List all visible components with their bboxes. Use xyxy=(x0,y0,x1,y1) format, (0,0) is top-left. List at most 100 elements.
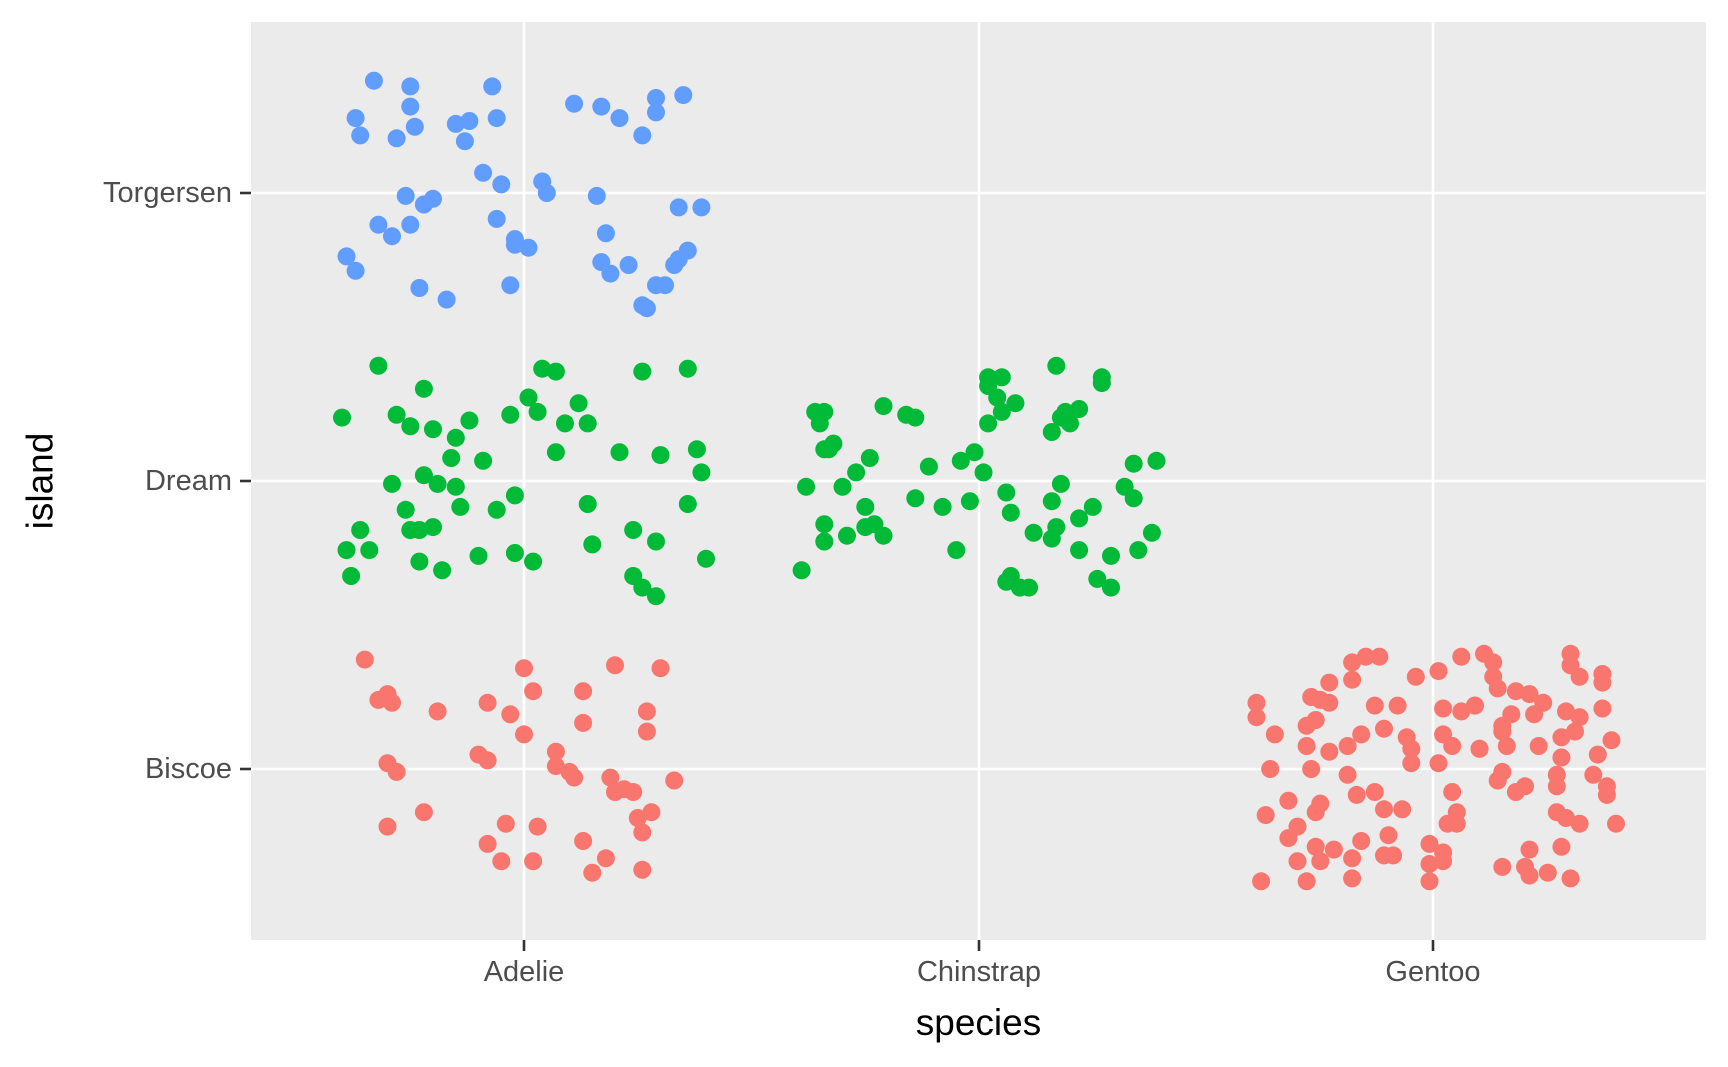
data-point xyxy=(838,526,856,545)
data-point xyxy=(933,497,952,516)
data-point xyxy=(1102,546,1120,565)
data-point xyxy=(1347,785,1366,804)
data-point xyxy=(1588,745,1607,764)
data-point xyxy=(1552,728,1571,747)
data-point xyxy=(1452,647,1471,666)
data-point xyxy=(997,483,1016,502)
data-point xyxy=(428,702,447,721)
data-point xyxy=(496,814,515,833)
data-point xyxy=(501,405,520,424)
data-point xyxy=(1384,846,1403,865)
data-point xyxy=(633,578,652,597)
data-point xyxy=(528,402,547,421)
data-point xyxy=(1557,702,1575,721)
data-point xyxy=(387,129,406,148)
data-point xyxy=(505,235,524,254)
data-point xyxy=(856,518,875,537)
data-point xyxy=(1484,653,1503,672)
data-point xyxy=(647,532,665,551)
data-point xyxy=(1420,872,1439,891)
data-point xyxy=(1552,748,1571,767)
data-point xyxy=(383,474,401,493)
data-point xyxy=(656,276,674,295)
data-point xyxy=(369,356,388,375)
data-point xyxy=(647,103,665,122)
data-point xyxy=(1493,722,1512,741)
data-point xyxy=(1365,696,1384,715)
data-point xyxy=(478,693,497,712)
data-point xyxy=(487,500,506,519)
data-point xyxy=(1593,673,1612,692)
data-point xyxy=(1488,679,1507,698)
data-point xyxy=(578,414,597,433)
data-point xyxy=(1447,814,1466,833)
data-point xyxy=(378,817,397,836)
data-point xyxy=(606,656,624,675)
data-point xyxy=(601,264,620,283)
data-point xyxy=(424,518,442,537)
data-point xyxy=(592,97,611,116)
data-point xyxy=(414,195,433,214)
data-point xyxy=(487,109,506,128)
data-point xyxy=(992,402,1011,421)
data-point xyxy=(574,832,593,850)
data-point xyxy=(965,443,984,462)
data-point xyxy=(1570,708,1589,727)
data-point xyxy=(519,238,538,257)
data-point xyxy=(401,97,420,116)
data-point xyxy=(628,809,647,827)
data-point xyxy=(396,186,415,205)
data-point xyxy=(565,768,584,787)
data-point xyxy=(815,515,834,534)
data-point xyxy=(1352,725,1371,744)
data-point xyxy=(387,405,406,424)
data-point xyxy=(401,77,420,96)
data-point xyxy=(574,713,593,732)
data-point xyxy=(1306,803,1325,822)
data-point xyxy=(960,492,979,511)
data-point xyxy=(1088,569,1107,588)
data-point xyxy=(610,443,629,462)
data-point xyxy=(501,705,520,724)
data-point xyxy=(1124,454,1143,473)
data-point xyxy=(478,751,497,770)
data-point xyxy=(442,449,461,467)
data-point xyxy=(1379,826,1398,845)
data-point xyxy=(424,420,442,439)
data-point xyxy=(697,549,715,568)
data-point xyxy=(587,186,606,205)
data-point xyxy=(492,175,511,194)
data-point xyxy=(515,725,533,744)
data-point xyxy=(351,126,370,145)
data-point xyxy=(637,702,656,721)
data-point xyxy=(583,863,602,882)
data-point xyxy=(437,290,456,309)
data-point xyxy=(1388,696,1407,715)
data-point xyxy=(505,544,524,562)
data-point xyxy=(524,552,543,571)
data-point xyxy=(546,742,565,761)
data-point xyxy=(988,388,1007,407)
x-tick-label-chinstrap: Chinstrap xyxy=(916,956,1042,988)
gridlines xyxy=(251,22,1706,940)
data-point xyxy=(383,693,401,712)
data-point xyxy=(624,521,643,539)
data-point xyxy=(1070,509,1089,528)
x-tick-label-gentoo: Gentoo xyxy=(1385,956,1481,988)
data-point xyxy=(1370,647,1389,666)
data-point xyxy=(337,541,356,560)
data-point xyxy=(1061,414,1079,433)
data-point xyxy=(1256,806,1275,825)
data-point xyxy=(665,771,684,790)
data-point xyxy=(487,209,506,228)
data-point xyxy=(974,463,993,482)
data-point xyxy=(1497,737,1516,755)
data-point xyxy=(1365,783,1384,801)
data-point xyxy=(1529,737,1548,755)
data-point xyxy=(860,449,879,467)
data-point xyxy=(401,215,420,234)
data-point xyxy=(678,495,697,513)
data-point xyxy=(1297,872,1316,891)
data-point xyxy=(446,114,465,133)
data-point xyxy=(810,414,829,433)
